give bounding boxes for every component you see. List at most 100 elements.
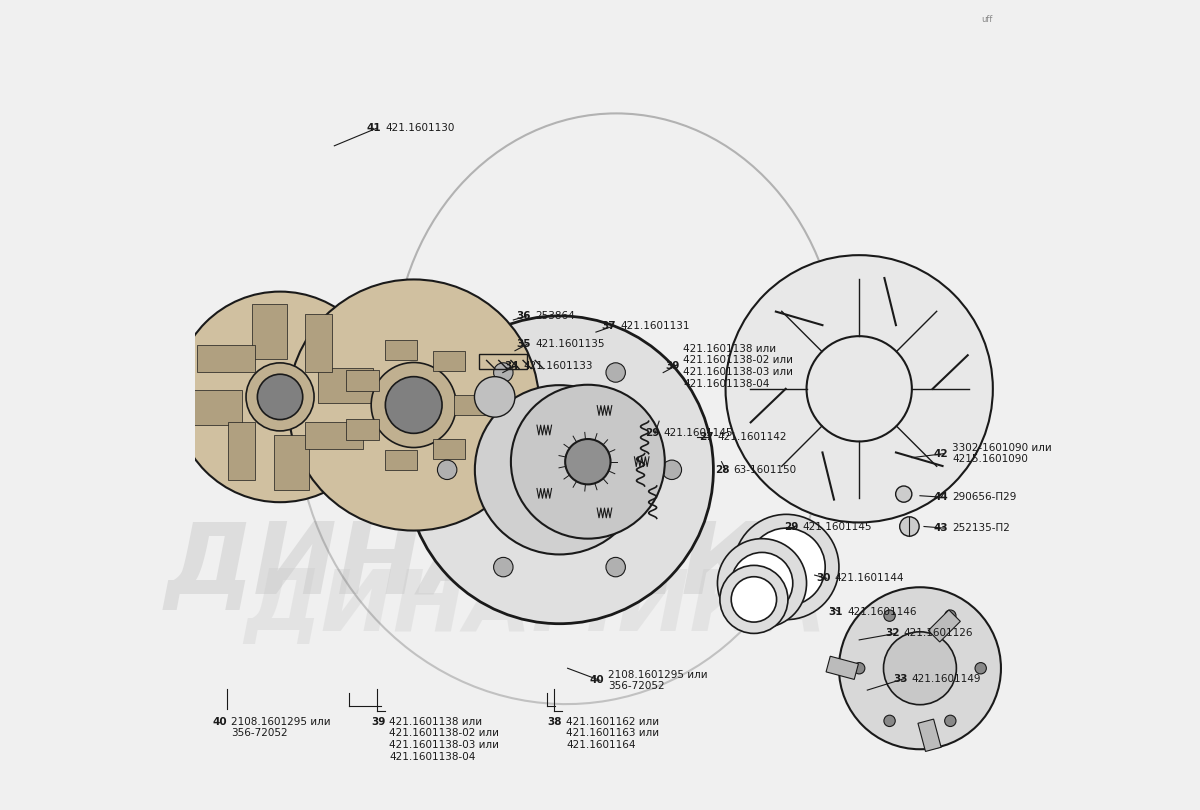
Circle shape bbox=[731, 552, 793, 614]
Circle shape bbox=[720, 565, 788, 633]
FancyBboxPatch shape bbox=[305, 422, 364, 449]
Text: 32: 32 bbox=[886, 629, 900, 638]
Circle shape bbox=[288, 279, 539, 531]
Text: 421.1601144: 421.1601144 bbox=[835, 573, 905, 583]
Circle shape bbox=[839, 587, 1001, 749]
Text: 2108.1601295 или
356-72052: 2108.1601295 или 356-72052 bbox=[232, 717, 331, 739]
Text: 421.1601145: 421.1601145 bbox=[664, 428, 733, 438]
Circle shape bbox=[406, 316, 713, 624]
Text: 253864: 253864 bbox=[535, 311, 575, 321]
Circle shape bbox=[900, 517, 919, 536]
Circle shape bbox=[246, 363, 314, 431]
Text: 39: 39 bbox=[665, 361, 679, 371]
Text: 29: 29 bbox=[784, 522, 798, 531]
Text: 28: 28 bbox=[715, 465, 730, 475]
Text: 421.1601126: 421.1601126 bbox=[904, 629, 973, 638]
Circle shape bbox=[806, 336, 912, 441]
Circle shape bbox=[884, 715, 895, 727]
Bar bbox=[918, 719, 941, 752]
FancyBboxPatch shape bbox=[197, 345, 256, 372]
Circle shape bbox=[493, 557, 514, 577]
Circle shape bbox=[895, 486, 912, 502]
Bar bbox=[929, 610, 960, 642]
Circle shape bbox=[606, 557, 625, 577]
Bar bbox=[479, 354, 527, 369]
Text: 421.1601142: 421.1601142 bbox=[718, 433, 787, 442]
Circle shape bbox=[175, 292, 385, 502]
FancyBboxPatch shape bbox=[385, 339, 418, 360]
Text: 35: 35 bbox=[517, 339, 532, 349]
Text: 43: 43 bbox=[934, 523, 948, 533]
Text: 44: 44 bbox=[934, 492, 948, 502]
Text: 421.1601138 или
421.1601138-02 или
421.1601138-03 или
421.1601138-04: 421.1601138 или 421.1601138-02 или 421.1… bbox=[684, 343, 793, 389]
Circle shape bbox=[853, 663, 865, 674]
Circle shape bbox=[475, 385, 644, 555]
Text: 42: 42 bbox=[934, 449, 948, 458]
Circle shape bbox=[944, 715, 956, 727]
Circle shape bbox=[493, 363, 514, 382]
Circle shape bbox=[733, 514, 839, 620]
FancyBboxPatch shape bbox=[252, 304, 287, 359]
Circle shape bbox=[884, 610, 895, 621]
Circle shape bbox=[976, 663, 986, 674]
FancyBboxPatch shape bbox=[347, 370, 379, 390]
Circle shape bbox=[883, 632, 956, 705]
Circle shape bbox=[718, 539, 806, 628]
Text: 421.1601130: 421.1601130 bbox=[385, 123, 455, 133]
Text: 27: 27 bbox=[698, 433, 713, 442]
Circle shape bbox=[606, 363, 625, 382]
Text: 252135-П2: 252135-П2 bbox=[953, 523, 1010, 533]
Text: 421.1601145: 421.1601145 bbox=[803, 522, 872, 531]
Circle shape bbox=[474, 377, 515, 417]
Circle shape bbox=[257, 374, 302, 420]
FancyBboxPatch shape bbox=[228, 422, 256, 480]
FancyBboxPatch shape bbox=[187, 390, 242, 425]
FancyBboxPatch shape bbox=[318, 369, 373, 403]
Text: 421.1601138 или
421.1601138-02 или
421.1601138-03 или
421.1601138-04: 421.1601138 или 421.1601138-02 или 421.1… bbox=[389, 717, 499, 761]
Text: 421.1601133: 421.1601133 bbox=[523, 361, 593, 371]
Bar bbox=[826, 656, 858, 680]
FancyBboxPatch shape bbox=[454, 395, 487, 415]
Circle shape bbox=[511, 385, 665, 539]
FancyBboxPatch shape bbox=[385, 450, 418, 471]
Text: 41: 41 bbox=[367, 123, 382, 133]
Text: 3302-1601090 или
4215.1601090: 3302-1601090 или 4215.1601090 bbox=[953, 443, 1052, 464]
Circle shape bbox=[726, 255, 992, 522]
Circle shape bbox=[565, 439, 611, 484]
Text: ДИНАМИКА: ДИНАМИКА bbox=[164, 518, 841, 616]
FancyBboxPatch shape bbox=[347, 420, 379, 440]
Text: 421.1601146: 421.1601146 bbox=[847, 607, 917, 616]
Text: 40: 40 bbox=[589, 676, 604, 685]
FancyBboxPatch shape bbox=[433, 439, 466, 459]
Text: 421.1601131: 421.1601131 bbox=[620, 322, 690, 331]
Text: ДИНАМИКА: ДИНАМИКА bbox=[244, 566, 827, 649]
Text: 36: 36 bbox=[517, 311, 532, 321]
Text: 38: 38 bbox=[547, 717, 562, 727]
Text: 421.1601135: 421.1601135 bbox=[535, 339, 605, 349]
Text: 37: 37 bbox=[601, 322, 617, 331]
Circle shape bbox=[748, 528, 826, 606]
Text: 33: 33 bbox=[893, 674, 908, 684]
FancyBboxPatch shape bbox=[433, 351, 466, 371]
FancyBboxPatch shape bbox=[274, 435, 308, 490]
Text: 31: 31 bbox=[828, 607, 842, 616]
Text: 2108.1601295 или
356-72052: 2108.1601295 или 356-72052 bbox=[608, 670, 708, 691]
Text: 421.1601149: 421.1601149 bbox=[912, 674, 982, 684]
Text: 421.1601162 или
421.1601163 или
421.1601164: 421.1601162 или 421.1601163 или 421.1601… bbox=[566, 717, 659, 750]
Text: 30: 30 bbox=[816, 573, 830, 583]
Circle shape bbox=[438, 460, 457, 480]
Circle shape bbox=[371, 363, 456, 447]
Text: 39: 39 bbox=[371, 717, 385, 727]
Circle shape bbox=[385, 377, 442, 433]
Circle shape bbox=[662, 460, 682, 480]
Circle shape bbox=[944, 610, 956, 621]
Circle shape bbox=[731, 577, 776, 622]
Text: 29: 29 bbox=[644, 428, 659, 438]
Text: uff: uff bbox=[982, 15, 992, 23]
FancyBboxPatch shape bbox=[305, 313, 332, 372]
Text: 290656-П29: 290656-П29 bbox=[953, 492, 1016, 502]
Text: 40: 40 bbox=[212, 717, 228, 727]
Circle shape bbox=[527, 437, 592, 502]
Text: 34: 34 bbox=[504, 361, 520, 371]
Text: 63-1601150: 63-1601150 bbox=[733, 465, 797, 475]
